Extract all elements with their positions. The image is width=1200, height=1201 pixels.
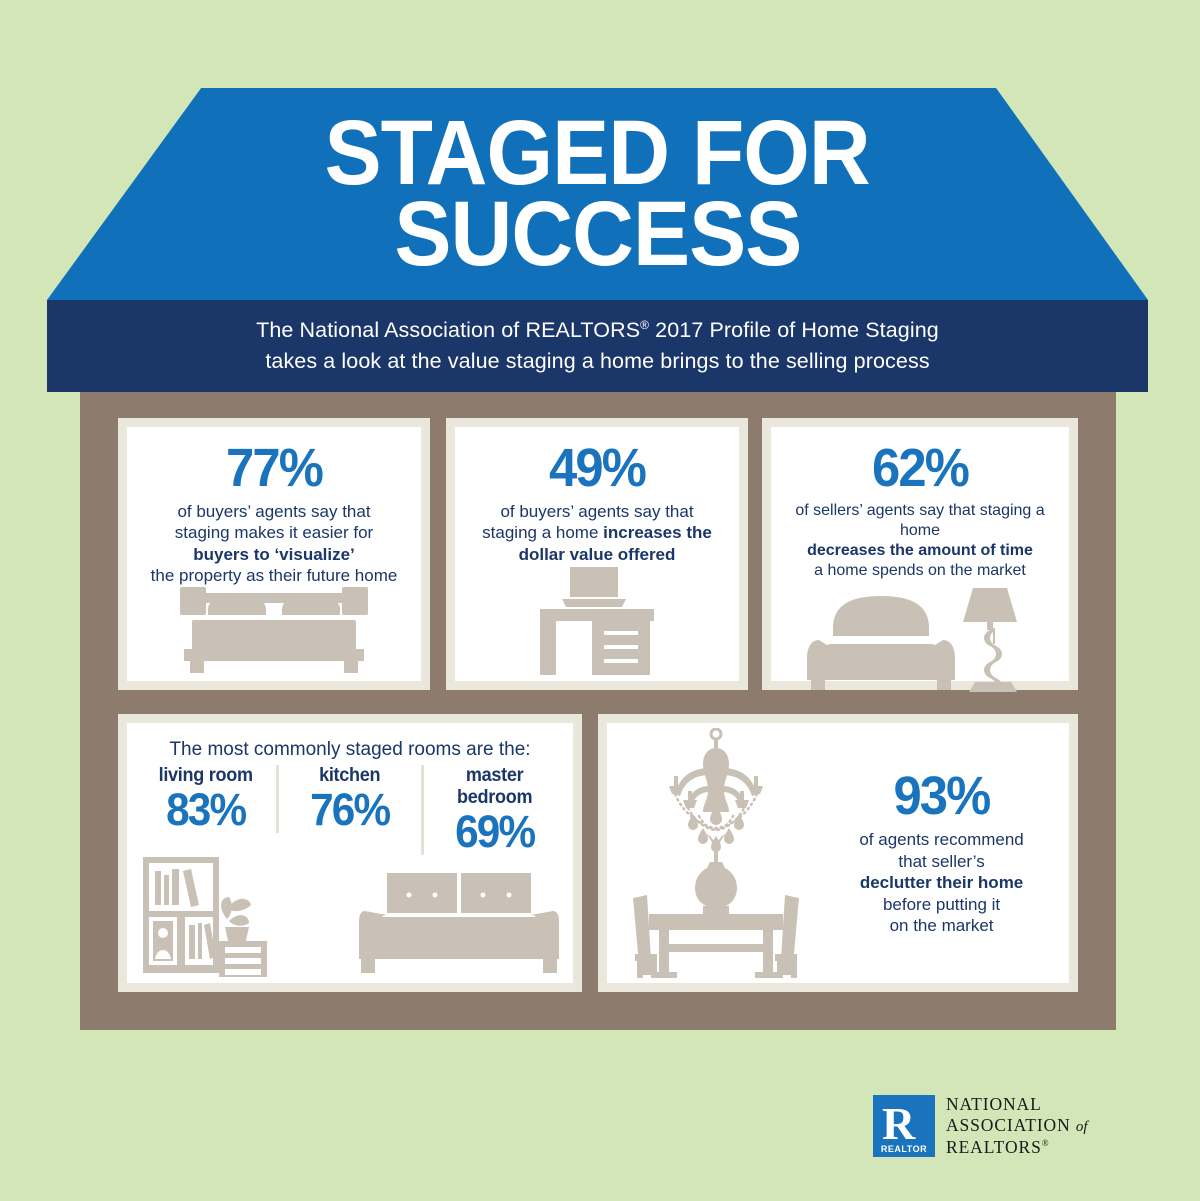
- declutter-card: 93% of agents recommend that seller’s de…: [598, 714, 1078, 992]
- realtor-r-mark-icon: R REALTOR: [873, 1095, 935, 1157]
- nar-line-2-main: ASSOCIATION: [946, 1115, 1071, 1136]
- room-label: kitchen: [319, 765, 381, 786]
- stat-line: on the market: [889, 916, 994, 936]
- dining-table-icon: [632, 834, 799, 978]
- bookshelf-icon: [143, 857, 267, 977]
- stat-line: of buyers’ agents say that: [500, 502, 694, 521]
- nar-line-3: REALTORS®: [946, 1137, 1088, 1158]
- stat-card-dollar-value: 49% of buyers’ agents say that staging a…: [446, 418, 748, 690]
- stat-percent: 93%: [893, 766, 992, 827]
- stat-percent: 77%: [226, 438, 324, 498]
- room-percent: 69%: [454, 806, 536, 857]
- room-percent: 83%: [166, 784, 247, 835]
- stat-line: of buyers’ agents say that: [177, 502, 371, 521]
- chandelier-icon: [668, 728, 763, 852]
- chandelier-dining-table-icons: [632, 728, 799, 978]
- room-label: master bedroom: [456, 765, 533, 808]
- stat-line: of agents recommend: [859, 830, 1024, 850]
- stat-line: of sellers’ agents say that staging a ho…: [795, 502, 1045, 540]
- nar-line-2-of: of: [1075, 1119, 1088, 1136]
- stat-description: of agents recommend that seller’s declut…: [824, 829, 1059, 936]
- desk-icon: [540, 567, 654, 676]
- stat-line-bold: decreases the amount of time: [807, 542, 1033, 560]
- stat-line: that seller’s: [898, 851, 985, 871]
- rooms-heading: The most commonly staged rooms are the:: [169, 739, 531, 760]
- stat-line: staging makes it easier for: [174, 523, 374, 543]
- card-icon-area: [127, 587, 421, 681]
- subtitle-line-1-a: The National Association of REALTORS: [256, 318, 641, 343]
- card-icon-area: [771, 582, 1069, 702]
- stat-line-mixed: staging a home increases the: [482, 523, 712, 543]
- stat-percent: 62%: [872, 438, 970, 498]
- stat-line-bold: buyers to ‘visualize’: [193, 544, 355, 564]
- nar-logo: R REALTOR NATIONAL ASSOCIATION of REALTO…: [873, 1085, 1093, 1167]
- nar-logo-text: NATIONAL ASSOCIATION of REALTORS®: [946, 1094, 1088, 1158]
- realtor-wordmark: REALTOR: [880, 1144, 928, 1154]
- stat-line: the property as their future home: [150, 566, 398, 586]
- subtitle-line-1: The National Association of REALTORS® 20…: [256, 315, 939, 346]
- roof-shape: [47, 88, 1148, 300]
- stat-line-bold-part: increases the: [603, 523, 712, 543]
- stat-line: before putting it: [882, 894, 1001, 914]
- stat-line: a home spends on the market: [814, 562, 1026, 580]
- nar-line-1: NATIONAL: [946, 1093, 1042, 1114]
- stat-line-bold: dollar value offered: [518, 544, 676, 564]
- realtor-r-letter: R: [882, 1098, 915, 1149]
- stat-line-bold: declutter their home: [859, 873, 1024, 893]
- nar-line-2: ASSOCIATION of: [946, 1115, 1088, 1136]
- subtitle-line-1-b: 2017 Profile of Home Staging: [649, 318, 939, 343]
- stat-card-buyers-visualize: 77% of buyers’ agents say that staging m…: [118, 418, 430, 690]
- stat-description: of buyers’ agents say that staging a hom…: [455, 501, 739, 565]
- stat-card-time-on-market: 62% of sellers’ agents say that staging …: [762, 418, 1078, 692]
- rooms-icon-area: [127, 855, 573, 983]
- declutter-icon-area: [607, 723, 824, 983]
- bed-icon: [180, 587, 368, 673]
- rooms-stats-row: living room 83% kitchen 76% master bedro…: [127, 765, 573, 855]
- room-label: living room: [158, 765, 253, 786]
- declutter-text-area: 93% of agents recommend that seller’s de…: [824, 769, 1069, 936]
- stat-description: of sellers’ agents say that staging a ho…: [771, 501, 1069, 582]
- subtitle-line-2: takes a look at the value staging a home…: [265, 349, 930, 373]
- sofa-icon: [359, 873, 559, 973]
- room-percent: 76%: [310, 784, 391, 835]
- room-stat-living-room: living room 83%: [135, 765, 276, 833]
- rooms-card: The most commonly staged rooms are the: …: [118, 714, 582, 992]
- room-stat-master-bedroom: master bedroom 69%: [420, 765, 565, 857]
- card-icon-area: [455, 565, 739, 683]
- nar-line-3-main: REALTORS: [946, 1136, 1042, 1157]
- armchair-lamp-icon: [807, 587, 1017, 692]
- registered-mark-icon: ®: [640, 318, 650, 333]
- room-stat-kitchen: kitchen 76%: [276, 765, 420, 833]
- registered-mark-icon: ®: [1041, 1137, 1050, 1148]
- stat-percent: 49%: [549, 438, 647, 498]
- stat-description: of buyers’ agents say that staging makes…: [127, 501, 421, 587]
- subtitle-banner: The National Association of REALTORS® 20…: [47, 300, 1148, 392]
